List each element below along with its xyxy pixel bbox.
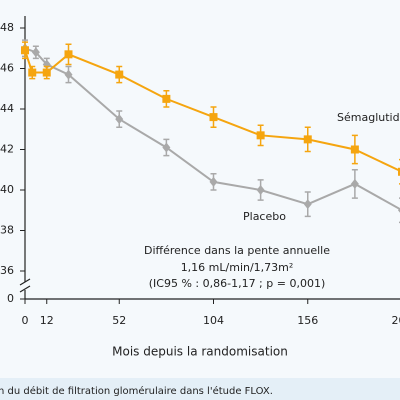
marker: [350, 178, 359, 189]
series-label: Placebo: [243, 210, 286, 223]
y-tick-label: 0: [7, 292, 14, 305]
annotation: 1,16 mL/min/1,73m²: [181, 261, 294, 274]
marker: [398, 167, 400, 176]
x-axis-label: Mois depuis la randomisation: [112, 345, 288, 359]
y-tick-label: 42: [0, 143, 14, 156]
marker: [209, 113, 218, 122]
marker: [64, 50, 73, 59]
marker: [256, 131, 265, 140]
x-tick-label: 0: [22, 314, 29, 327]
axis-break: [19, 278, 31, 286]
marker: [115, 114, 124, 125]
marker: [162, 94, 171, 103]
x-tick-label: 208: [392, 314, 400, 327]
marker: [21, 46, 29, 55]
axis-break: [19, 285, 31, 293]
marker: [209, 176, 218, 187]
marker: [64, 69, 73, 80]
y-tick-label: 40: [0, 183, 14, 196]
marker: [256, 185, 265, 195]
marker: [28, 68, 37, 77]
marker: [162, 142, 171, 153]
series-label: Sémaglutide: [337, 111, 400, 124]
marker: [303, 135, 312, 144]
annotation: Différence dans la pente annuelle: [144, 244, 330, 257]
marker: [42, 68, 51, 77]
x-tick-label: 52: [112, 314, 126, 327]
chart-background: [0, 0, 400, 378]
marker: [31, 47, 40, 58]
y-tick-label: 48: [0, 21, 14, 34]
marker: [303, 199, 312, 210]
y-tick-label: 44: [0, 102, 14, 115]
caption-band: [0, 378, 400, 400]
marker: [115, 70, 124, 79]
y-tick-label: 36: [0, 264, 14, 277]
y-tick-label: 46: [0, 62, 14, 75]
marker: [350, 145, 359, 154]
caption: n du débit de filtration glomérulaire da…: [0, 385, 273, 397]
x-tick-label: 12: [40, 314, 54, 327]
x-tick-label: 156: [297, 314, 318, 327]
y-tick-label: 38: [0, 224, 14, 237]
x-tick-label: 104: [203, 314, 224, 327]
annotation: (IC95 % : 0,86-1,17 ; p = 0,001): [149, 277, 326, 290]
